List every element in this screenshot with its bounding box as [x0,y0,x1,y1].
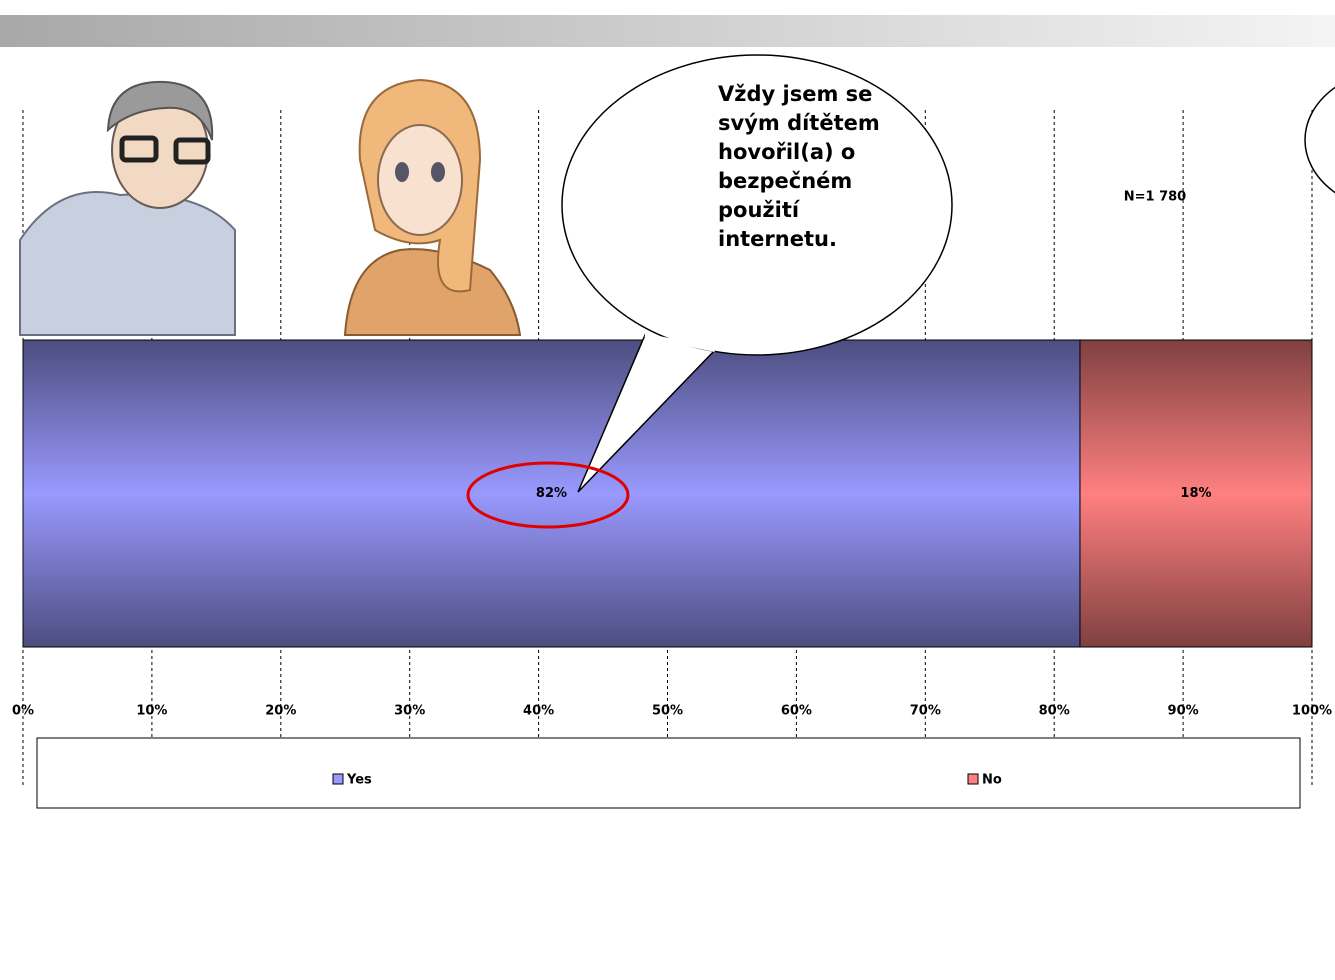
cartoon-woman [345,80,520,335]
x-tick-label: 40% [523,704,554,719]
x-tick-label: 70% [910,704,941,719]
x-tick-label: 100% [1292,704,1332,719]
legend-swatch [968,774,978,784]
legend-label: No [982,773,1002,788]
x-tick-label: 80% [1039,704,1070,719]
x-tick-label: 60% [781,704,812,719]
legend-box [37,738,1300,808]
x-tick-label: 50% [652,704,683,719]
chart: 0% 10% 20% 30% 40% 50% 60% 70% 80% 90% 100% 82% 18%… [0,0,1335,980]
partial-bubble [1305,68,1335,212]
cartoon-man [20,82,235,335]
value-label: 18% [1180,486,1211,501]
sample-size: N=1 780 [1124,190,1186,205]
x-tick-label: 20% [265,704,296,719]
x-tick-label: 30% [394,704,425,719]
x-tick-label: 10% [136,704,167,719]
value-label: 82% [536,486,567,501]
header-strip [0,15,1335,47]
page: 0% 10% 20% 30% 40% 50% 60% 70% 80% 90% 100% 82% 18%… [0,0,1335,980]
x-tick-label: 90% [1168,704,1199,719]
callout-box: Vždy jsem se svým dítětem hovořil(a) o b… [718,80,918,320]
legend-label: Yes [346,773,372,788]
legend-swatch [333,774,343,784]
callout-text: Vždy jsem se svým dítětem hovořil(a) o b… [718,80,918,254]
x-tick-label: 0% [12,704,34,719]
